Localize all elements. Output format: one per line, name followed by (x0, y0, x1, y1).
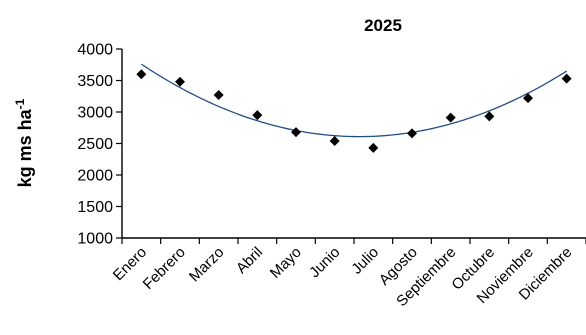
y-tick-label: 2500 (77, 136, 113, 153)
data-point (291, 127, 301, 138)
y-axis-label: kg ms ha-1 (13, 98, 35, 187)
data-point (368, 142, 379, 153)
y-axis-label-text: kg ms ha (15, 108, 35, 187)
x-tick-label: Abril (233, 244, 266, 277)
y-ticks: 1000 1500 2000 2500 3000 3500 4000 (77, 42, 122, 248)
x-tick-label: Marzo (186, 244, 227, 285)
x-tick-label: Junio (306, 244, 343, 281)
data-point (407, 128, 417, 139)
data-point (329, 135, 340, 146)
data-point (175, 76, 185, 87)
y-tick-label: 3000 (77, 105, 113, 122)
y-axis-label-superscript: -1 (13, 98, 27, 109)
x-tick-label: Julio (348, 244, 382, 278)
y-tick-label: 1500 (77, 199, 113, 216)
data-point (523, 93, 533, 104)
data-point (484, 111, 495, 122)
y-tick-label: 1000 (77, 231, 113, 248)
y-tick-label: 2000 (77, 168, 113, 185)
axes (121, 49, 586, 239)
x-tick-label: Febrero (140, 244, 189, 293)
y-tick-label: 3500 (77, 73, 113, 90)
data-point (445, 112, 456, 123)
x-tick-label: Mayo (267, 244, 305, 282)
data-point (213, 89, 224, 100)
data-point (252, 110, 263, 121)
y-tick-label: 4000 (77, 42, 113, 59)
data-point (561, 73, 572, 84)
trendline (140, 63, 568, 138)
data-point (136, 69, 147, 80)
chart-title: 2025 (364, 16, 402, 35)
trendline-layer (140, 63, 568, 138)
marker-layer (136, 69, 572, 153)
